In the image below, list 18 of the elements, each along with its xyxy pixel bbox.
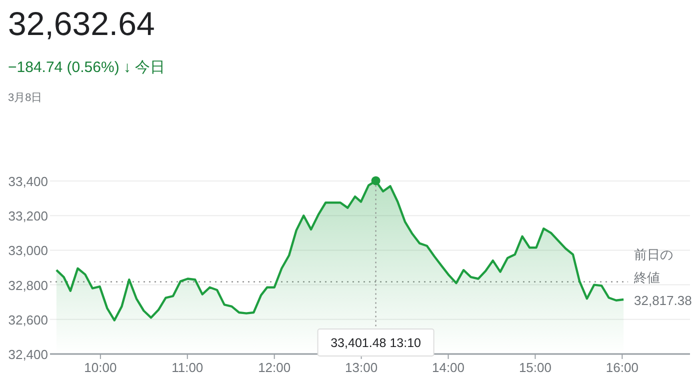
chart-title: 32,632.64 — [8, 5, 155, 42]
y-tick-label: 33,400 — [8, 174, 48, 189]
ref-line-label: 前日の終値 32,817.38 — [633, 246, 692, 308]
x-tick-label: 16:00 — [606, 360, 638, 375]
x-tick-label: 14:00 — [432, 360, 465, 375]
x-tick-label: 15:00 — [518, 360, 552, 375]
x-tick-label: 13:00 — [345, 360, 378, 375]
y-tick-label: 33,000 — [8, 243, 48, 258]
y-tick-label: 32,800 — [8, 278, 48, 293]
text: 3月8日 — [8, 92, 42, 104]
y-tick-label: 32,600 — [8, 312, 48, 328]
y-tick-label: 32,400 — [8, 347, 48, 362]
y-tick-label: 33,200 — [8, 208, 48, 224]
x-tick-label: 10:00 — [84, 360, 117, 375]
x-tick-label: 12:00 — [258, 360, 291, 375]
chart-subtitle: −184.74 (0.56%) ↓ 今日 — [8, 59, 166, 76]
annotation: 33,401.48 13:10 — [330, 336, 422, 350]
x-tick-label: 11:00 — [172, 360, 204, 375]
